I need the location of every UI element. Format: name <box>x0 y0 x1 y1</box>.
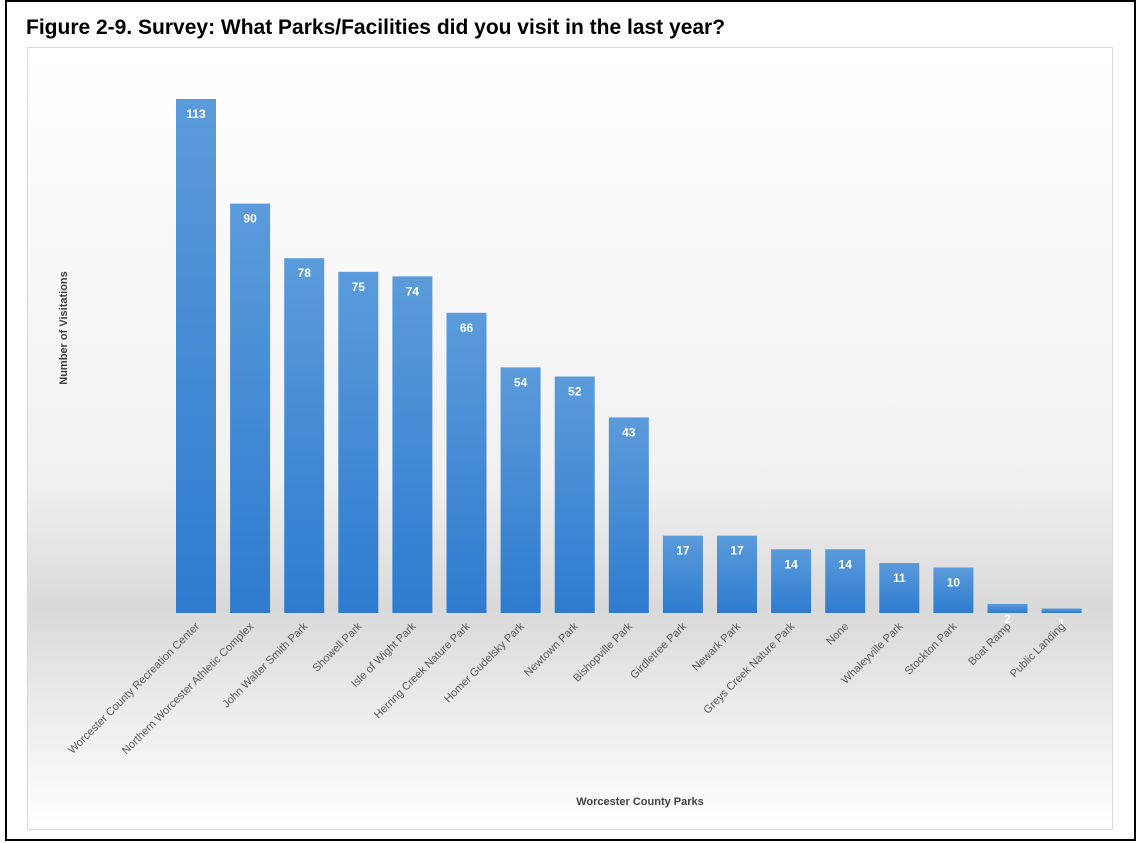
figure-frame: Figure 2-9. Survey: What Parks/Facilitie… <box>5 0 1136 841</box>
bar <box>1041 608 1082 613</box>
bar-value-label: 74 <box>406 284 420 298</box>
bar <box>608 417 649 613</box>
bars <box>176 99 1082 613</box>
bar-chart: 113 90 78 75 74 66 54 52 43 17 17 14 14 11 10 2 1 Worces… <box>28 48 1112 829</box>
bar-value-label: 17 <box>676 544 690 558</box>
bar <box>933 567 974 613</box>
bar <box>879 563 920 613</box>
value-labels: 113 90 78 75 74 66 54 52 43 17 17 14 14 11 10 2 1 <box>186 107 1065 631</box>
bar-value-label: 78 <box>298 266 312 280</box>
bar <box>825 549 866 613</box>
bar <box>500 367 541 613</box>
bar <box>338 271 379 613</box>
figure-title: Figure 2-9. Survey: What Parks/Facilitie… <box>26 16 726 39</box>
bar <box>284 258 325 613</box>
bar-value-label: 52 <box>568 385 582 399</box>
bar-value-label: 113 <box>186 107 206 121</box>
bar-value-label: 17 <box>730 544 744 558</box>
bar <box>446 312 487 613</box>
bar-value-label: 66 <box>460 321 474 335</box>
bar-value-label: 14 <box>839 557 853 571</box>
bar <box>392 276 433 613</box>
bar <box>987 603 1028 613</box>
bar-value-label: 43 <box>622 425 636 439</box>
bar-value-label: 14 <box>784 557 798 571</box>
bar-value-label: 1 <box>1058 617 1065 631</box>
bar <box>717 535 757 613</box>
bar-value-label: 10 <box>947 576 961 590</box>
bar <box>230 203 271 613</box>
bar-value-label: 2 <box>1004 612 1011 626</box>
bar-value-label: 75 <box>352 280 366 294</box>
bar-value-label: 11 <box>893 571 906 585</box>
bar <box>771 549 812 613</box>
bar <box>662 535 703 613</box>
x-axis-title: Worcester County Parks <box>576 796 704 808</box>
bar <box>554 376 595 613</box>
chart-area: 113 90 78 75 74 66 54 52 43 17 17 14 14 11 10 2 1 Worces… <box>27 47 1113 830</box>
bar-value-label: 54 <box>514 375 528 389</box>
y-axis-title: Number of Visitations <box>58 271 70 384</box>
bar <box>176 99 216 613</box>
bar-value-label: 90 <box>243 212 257 226</box>
